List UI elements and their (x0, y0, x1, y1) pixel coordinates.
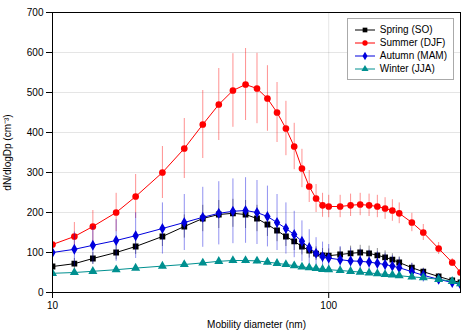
html-text:Spring (SO): Spring (SO) (379, 24, 433, 35)
svg-text:400: 400 (27, 127, 44, 138)
svg-text:100: 100 (27, 247, 44, 258)
svg-text:dN/dlogDp (cm⁻³): dN/dlogDp (cm⁻³) (2, 114, 13, 190)
svg-text:300: 300 (27, 167, 44, 178)
svg-text:500: 500 (27, 87, 44, 98)
svg-text:10: 10 (47, 300, 59, 311)
svg-text:0: 0 (38, 287, 44, 298)
svg-text:200: 200 (27, 207, 44, 218)
svg-text:600: 600 (27, 47, 44, 58)
svg-text:Mobility diameter (nm): Mobility diameter (nm) (207, 319, 306, 330)
html-text:Summer (DJF): Summer (DJF) (379, 37, 446, 48)
svg-text:100: 100 (320, 300, 337, 311)
html-text:Winter (JJA): Winter (JJA) (379, 63, 435, 74)
svg-text:700: 700 (27, 7, 44, 18)
html-text:Autumn (MAM): Autumn (MAM) (379, 50, 447, 61)
